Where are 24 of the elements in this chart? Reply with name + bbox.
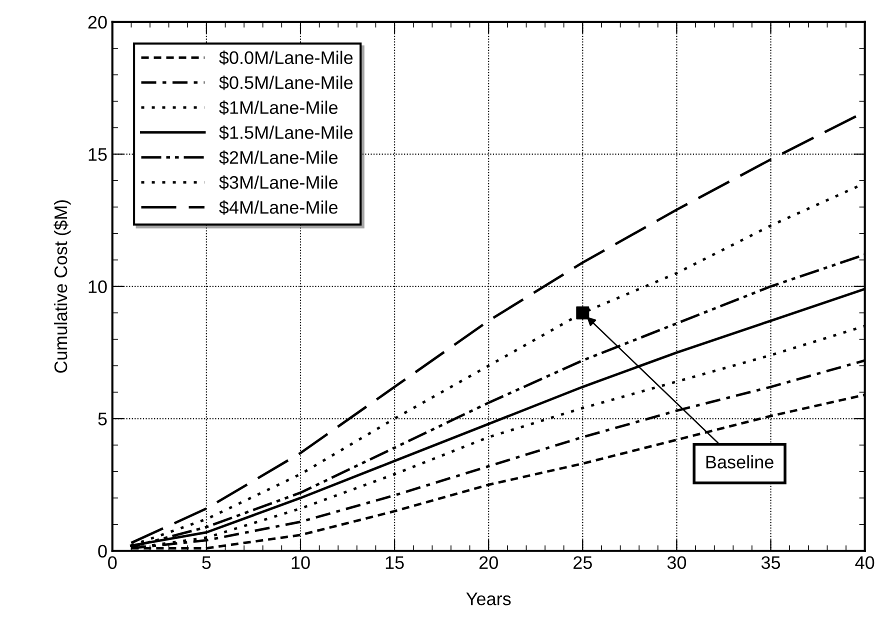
- x-axis-title: Years: [466, 592, 511, 606]
- legend-label: $0.0M/Lane-Mile: [219, 50, 353, 66]
- legend-label: $4M/Lane-Mile: [219, 200, 338, 215]
- x-tick-label: 35: [761, 556, 780, 570]
- legend-label: $2M/Lane-Mile: [219, 150, 338, 165]
- y-tick-label: 10: [88, 280, 107, 294]
- annotation: Baseline: [706, 455, 774, 468]
- x-tick-label: 20: [479, 556, 498, 570]
- legend-label: $3M/Lane-Mile: [219, 175, 338, 190]
- y-tick-label: 15: [88, 148, 107, 161]
- x-tick-label: 0: [108, 556, 117, 570]
- legend-label: $1M/Lane-Mile: [219, 100, 338, 116]
- x-tick-label: 10: [292, 556, 310, 570]
- y-tick-label: 0: [98, 544, 107, 558]
- y-tick-label: 5: [98, 412, 107, 426]
- x-tick-label: 15: [386, 556, 404, 570]
- legend-label: $0.5M/Lane-Mile: [219, 75, 353, 90]
- y-tick-label: 20: [88, 16, 107, 29]
- x-tick-label: 30: [667, 556, 686, 570]
- x-tick-label: 25: [574, 556, 592, 570]
- x-tick-label: 5: [202, 556, 211, 570]
- y-axis-title: Cumulative Cost ($M): [54, 200, 71, 373]
- x-tick-label: 40: [855, 556, 874, 570]
- legend-label: $1.5M/Lane-Mile: [219, 125, 353, 140]
